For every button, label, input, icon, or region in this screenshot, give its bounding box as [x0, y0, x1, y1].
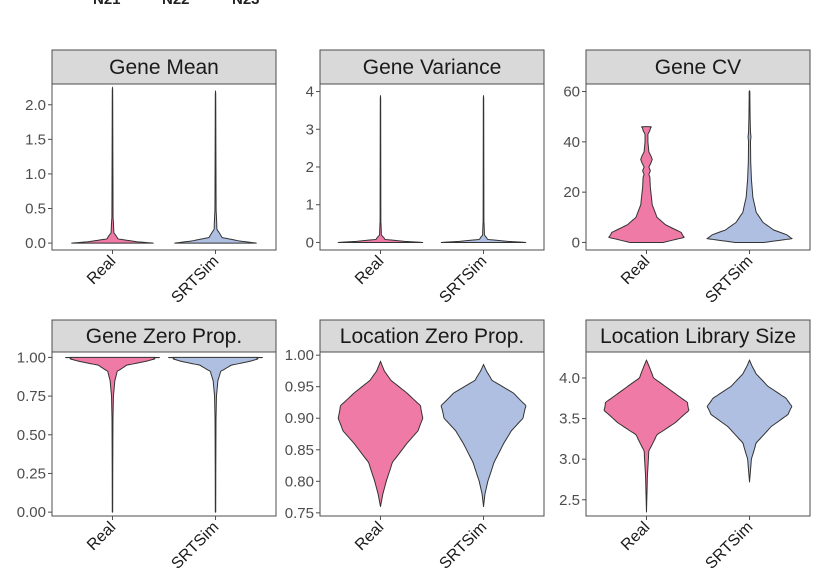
y-tick-label: 4.0 — [559, 370, 580, 387]
y-tick-label: 0.25 — [17, 465, 46, 482]
top-labels: N21 N22 N23 — [0, 0, 838, 11]
y-tick-label: 0.80 — [285, 473, 314, 490]
panel-title: Gene Mean — [109, 56, 219, 79]
x-tick-label: SRTSim — [702, 253, 756, 307]
y-tick-label: 0 — [306, 234, 314, 251]
x-tick-label: Real — [352, 519, 387, 554]
y-tick-label: 3.5 — [559, 411, 580, 428]
violin-real — [603, 359, 690, 513]
panel-strip — [51, 49, 277, 85]
x-tick-label: Real — [352, 253, 387, 288]
panel-title: Gene Zero Prop. — [86, 325, 242, 348]
y-tick-label: 1.00 — [17, 349, 46, 366]
violin-real — [337, 360, 424, 508]
y-tick-label: 0.75 — [17, 388, 46, 405]
y-tick-label: 0.75 — [285, 505, 314, 522]
violin-real — [337, 94, 424, 243]
x-tick-label: Real — [84, 253, 119, 288]
panel-1: Gene Mean 0.0 0.5 1.0 1.5 2.0 Real SRTSim — [25, 49, 277, 307]
x-tick-label: Real — [618, 519, 653, 554]
violin-srtsim — [706, 359, 793, 483]
panel-3: Gene CV 0 20 40 60 Real SRTSim — [563, 49, 811, 307]
x-tick-label: SRTSim — [436, 253, 490, 307]
y-tick-label: 20 — [563, 184, 580, 201]
panel-frame — [585, 351, 811, 517]
panel-strip — [585, 319, 811, 353]
panel-title: Location Library Size — [600, 325, 796, 348]
y-tick-label: 0 — [572, 234, 580, 251]
x-tick-label: SRTSim — [436, 519, 490, 573]
violin-srtsim — [174, 90, 257, 244]
panel-2: Gene Variance 0 1 2 3 4 Real SRTSim — [306, 49, 545, 307]
y-tick-label: 4 — [306, 84, 314, 101]
y-tick-label: 1.0 — [25, 166, 46, 183]
panel-5: Location Zero Prop. 0.75 0.80 0.85 0.90 0.95 1… — [285, 319, 545, 573]
violin-srtsim — [168, 356, 263, 513]
panel-title: Location Zero Prop. — [340, 325, 524, 348]
panel-6: Location Library Size 2.5 3.0 3.5 4.0 Real SRT… — [559, 319, 811, 573]
panel-frame — [51, 83, 277, 251]
y-tick-label: 3 — [306, 121, 314, 138]
x-tick-label: Real — [84, 519, 119, 554]
violin-real — [608, 126, 685, 243]
y-tick-label: 0.5 — [25, 201, 46, 218]
panel-strip — [51, 319, 277, 353]
y-tick-label: 2.5 — [559, 492, 580, 509]
top-label-1: N21 — [93, 0, 121, 8]
top-label-3: N23 — [232, 0, 260, 8]
y-tick-label: 1 — [306, 197, 314, 214]
y-tick-label: 3.0 — [559, 451, 580, 468]
y-tick-label: 60 — [563, 84, 580, 101]
x-tick-label: SRTSim — [168, 253, 222, 307]
violin-real — [65, 356, 160, 513]
panel-strip — [585, 49, 811, 85]
panel-frame — [585, 83, 811, 251]
x-tick-label: SRTSim — [702, 519, 756, 573]
y-tick-label: 40 — [563, 134, 580, 151]
top-label-2: N22 — [162, 0, 190, 8]
y-tick-label: 0.0 — [25, 235, 46, 252]
x-tick-label: SRTSim — [168, 519, 222, 573]
x-tick-label: Real — [618, 253, 653, 288]
y-tick-label: 0.50 — [17, 427, 46, 444]
y-tick-label: 2.0 — [25, 97, 46, 114]
panel-4: Gene Zero Prop. 0.00 0.25 0.50 0.75 1.00 Real S… — [17, 319, 277, 573]
panel-frame — [51, 351, 277, 517]
violin-srtsim — [440, 363, 527, 508]
y-tick-label: 2 — [306, 159, 314, 176]
y-tick-label: 0.90 — [285, 410, 314, 427]
violin-srtsim — [440, 94, 527, 243]
y-tick-label: 1.00 — [285, 347, 314, 364]
violin-real — [71, 86, 154, 244]
panel-title: Gene CV — [655, 56, 741, 79]
y-tick-label: 0.85 — [285, 442, 314, 459]
panel-frame — [319, 83, 545, 251]
y-tick-label: 0.95 — [285, 379, 314, 396]
panel-title: Gene Variance — [363, 56, 502, 79]
y-tick-label: 0.00 — [17, 504, 46, 521]
panel-strip — [319, 49, 545, 85]
violin-srtsim — [706, 90, 793, 243]
panel-strip — [319, 319, 545, 353]
y-tick-label: 1.5 — [25, 131, 46, 148]
